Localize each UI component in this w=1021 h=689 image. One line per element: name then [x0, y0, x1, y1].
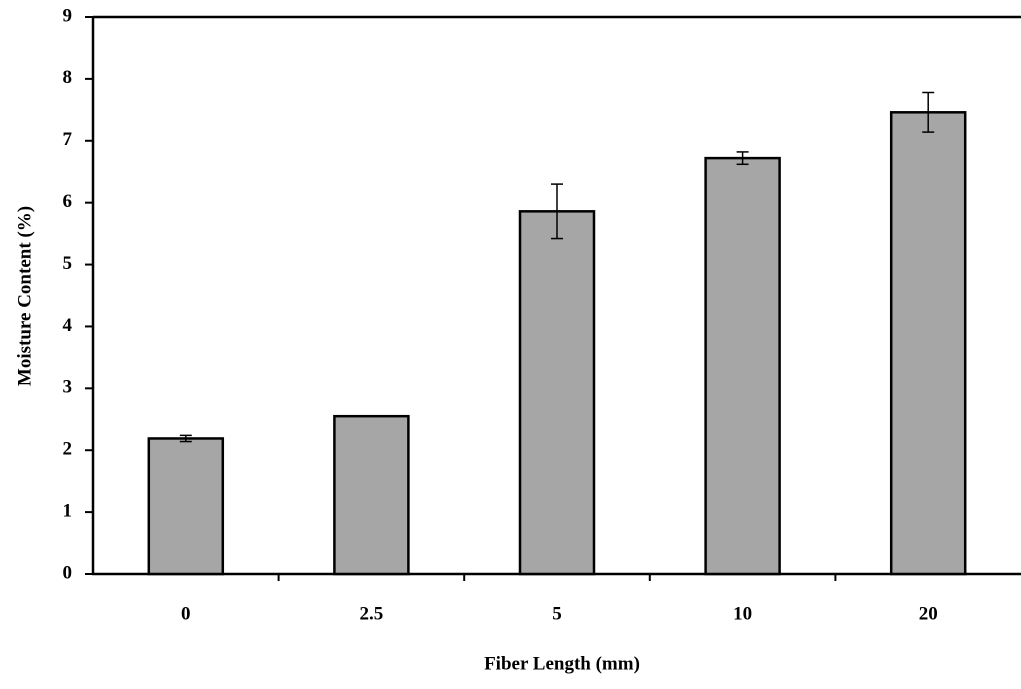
- error-bar: [736, 151, 749, 166]
- y-tick-label: 6: [63, 191, 73, 212]
- bar: [147, 437, 225, 576]
- y-tick-label: 4: [63, 315, 73, 336]
- x-axis-title: Fiber Length (mm): [484, 653, 640, 674]
- y-tick-label: 9: [63, 5, 73, 26]
- y-tick-label: 7: [63, 129, 73, 150]
- y-tick-label: 3: [63, 377, 73, 398]
- x-tick-label: 2.5: [360, 603, 384, 624]
- y-tick-label: 8: [63, 67, 73, 88]
- error-bar: [551, 183, 563, 240]
- x-tick-label: 0: [181, 603, 191, 624]
- x-tick-label: 10: [733, 603, 752, 624]
- y-tick-label: 1: [63, 500, 73, 521]
- bar: [889, 111, 967, 576]
- y-tick-label: 5: [63, 253, 73, 274]
- bar: [333, 414, 410, 576]
- x-tick-label: 5: [552, 603, 562, 624]
- error-bar: [179, 434, 192, 443]
- bar: [518, 210, 596, 576]
- y-tick-label: 2: [63, 439, 73, 460]
- error-bar: [922, 91, 935, 133]
- y-tick-label: 0: [63, 562, 73, 583]
- y-axis-title: Moisture Content (%): [14, 206, 35, 386]
- bar: [704, 156, 781, 576]
- x-tick-label: 20: [919, 603, 938, 624]
